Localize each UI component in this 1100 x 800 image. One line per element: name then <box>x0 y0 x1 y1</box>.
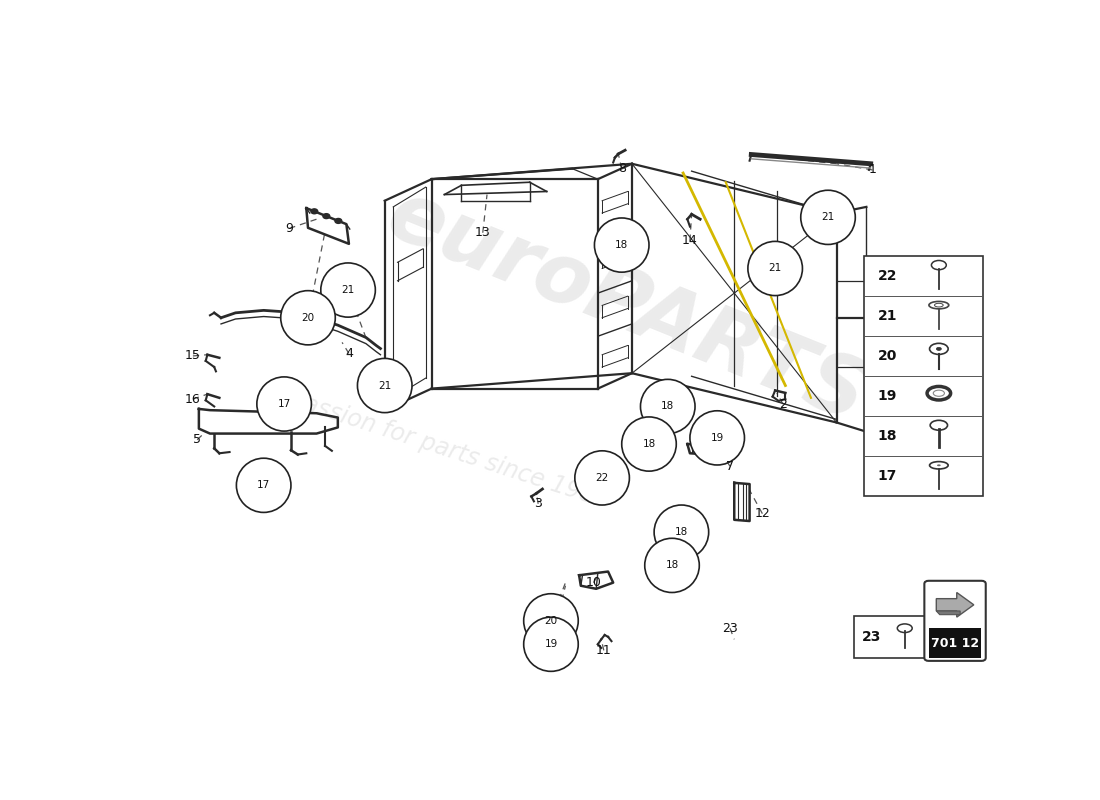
Text: a passion for parts since 1985: a passion for parts since 1985 <box>265 381 613 514</box>
Text: 1: 1 <box>868 163 877 177</box>
FancyBboxPatch shape <box>854 616 926 658</box>
Text: 20: 20 <box>878 350 896 363</box>
Text: 18: 18 <box>642 439 656 449</box>
Text: 15: 15 <box>185 350 201 362</box>
Ellipse shape <box>575 451 629 505</box>
Ellipse shape <box>524 594 579 648</box>
FancyBboxPatch shape <box>928 628 981 658</box>
Ellipse shape <box>257 377 311 431</box>
Text: 13: 13 <box>475 226 491 239</box>
Ellipse shape <box>280 290 336 345</box>
Text: 4: 4 <box>345 347 353 360</box>
Text: 19: 19 <box>878 390 896 403</box>
FancyBboxPatch shape <box>924 581 986 661</box>
Text: 18: 18 <box>615 240 628 250</box>
Text: 3: 3 <box>535 498 542 510</box>
Text: 8: 8 <box>618 162 626 175</box>
Text: 19: 19 <box>711 433 724 443</box>
Text: 9: 9 <box>285 222 294 235</box>
Text: 18: 18 <box>666 560 679 570</box>
FancyBboxPatch shape <box>864 256 983 496</box>
Text: 16: 16 <box>185 393 201 406</box>
Text: 14: 14 <box>682 234 697 247</box>
Ellipse shape <box>645 538 700 593</box>
Polygon shape <box>936 611 960 614</box>
Ellipse shape <box>801 190 856 245</box>
Text: 18: 18 <box>674 527 688 537</box>
Text: 21: 21 <box>769 263 782 274</box>
Text: 18: 18 <box>878 430 896 443</box>
Circle shape <box>311 209 318 214</box>
Text: 20: 20 <box>544 616 558 626</box>
Text: 23: 23 <box>862 630 881 644</box>
Text: 21: 21 <box>341 285 354 295</box>
Text: 17: 17 <box>878 470 896 483</box>
Text: 17: 17 <box>257 480 271 490</box>
Ellipse shape <box>640 379 695 434</box>
Text: 20: 20 <box>301 313 315 322</box>
Text: 5: 5 <box>194 434 201 446</box>
Text: 23: 23 <box>722 622 738 634</box>
Text: 22: 22 <box>595 473 608 483</box>
Ellipse shape <box>690 410 745 465</box>
Text: 21: 21 <box>878 310 896 323</box>
Ellipse shape <box>654 505 708 559</box>
Ellipse shape <box>524 617 579 671</box>
Text: 22: 22 <box>878 269 896 283</box>
Ellipse shape <box>321 263 375 317</box>
Ellipse shape <box>621 417 676 471</box>
Text: 11: 11 <box>596 644 612 657</box>
Circle shape <box>323 214 330 218</box>
Text: 17: 17 <box>277 399 290 409</box>
Text: 12: 12 <box>755 507 770 520</box>
Text: 21: 21 <box>378 381 392 390</box>
Ellipse shape <box>358 358 412 413</box>
Ellipse shape <box>936 347 942 350</box>
Text: 21: 21 <box>822 212 835 222</box>
Ellipse shape <box>748 242 802 295</box>
Text: euroPARTS: euroPARTS <box>376 174 879 439</box>
Text: 7: 7 <box>726 460 734 473</box>
Text: 10: 10 <box>585 576 602 589</box>
Text: 19: 19 <box>544 639 558 650</box>
Text: 2: 2 <box>779 398 786 410</box>
Text: 18: 18 <box>661 402 674 411</box>
Ellipse shape <box>937 464 940 466</box>
Text: 701 12: 701 12 <box>931 637 979 650</box>
Circle shape <box>334 218 342 223</box>
Ellipse shape <box>594 218 649 272</box>
Polygon shape <box>936 593 974 617</box>
Ellipse shape <box>236 458 290 513</box>
